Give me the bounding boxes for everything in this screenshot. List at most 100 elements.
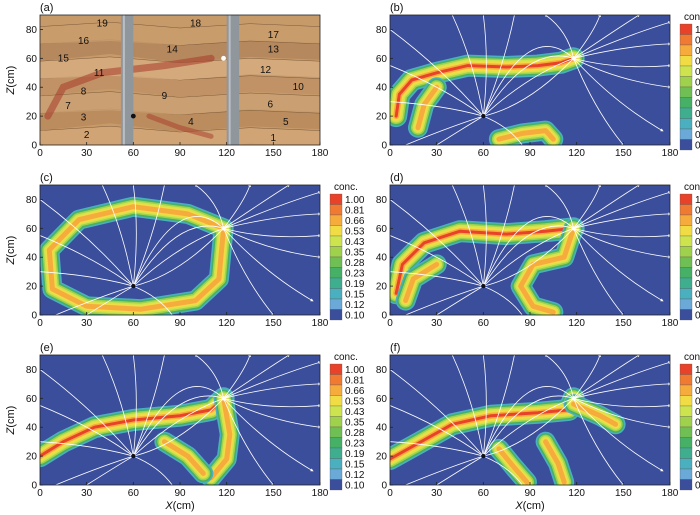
- y-tick-label: 40: [26, 423, 38, 434]
- colorbar-swatch: [329, 479, 343, 491]
- x-tick-label: 30: [431, 488, 443, 499]
- colorbar-swatch: [329, 416, 343, 428]
- colorbar-swatch: [679, 214, 693, 226]
- streamline: [405, 115, 485, 145]
- colorbar-swatch: [679, 479, 693, 491]
- x-tick-label: 150: [265, 148, 282, 159]
- y-axis-var: Z: [5, 426, 17, 435]
- y-tick-label: 80: [376, 195, 388, 206]
- panel-e-axes: 0 30 60 90 120 150 180020406080X(cm)Z(cm)(e)co…: [5, 342, 365, 512]
- streamline: [132, 227, 224, 288]
- colorbar-level-label: 0.10: [695, 141, 700, 152]
- colorbar-title: conc.: [334, 352, 358, 363]
- y-tick-label: 40: [376, 423, 388, 434]
- dye-streak: [44, 54, 215, 120]
- colorbar-level-label: 0.19: [345, 279, 365, 290]
- panel-f-map: [390, 355, 670, 485]
- panel-f-axes: 0 30 60 90 120 150 180 0 20 40 60 80 X(cm) (f) conc. 1.…: [376, 342, 700, 512]
- colorbar-swatch: [679, 193, 693, 205]
- panel-e-map: [40, 355, 320, 485]
- colorbar-swatch: [329, 288, 343, 300]
- streamline: [55, 455, 135, 485]
- layer-number: 11: [94, 68, 105, 79]
- streamline: [390, 101, 485, 118]
- x-tick-label: 120: [218, 488, 235, 499]
- streamline: [40, 235, 135, 288]
- streamline: [573, 185, 641, 229]
- x-tick-label: 0: [37, 488, 43, 499]
- colorbar-swatch: [679, 363, 693, 375]
- streamline: [573, 355, 641, 399]
- colorbar-swatch: [329, 225, 343, 237]
- frame-column-highlight: [228, 15, 231, 145]
- frame-column-highlight: [122, 15, 125, 145]
- colorbar-swatch: [679, 86, 693, 98]
- colorbar-level-label: 1.00: [695, 195, 700, 206]
- colorbar-swatch: [329, 267, 343, 279]
- colorbar-swatch: [329, 235, 343, 247]
- x-tick-label: 180: [662, 488, 679, 499]
- streamline: [573, 228, 625, 315]
- streamline: [544, 15, 574, 59]
- colorbar-swatch: [679, 256, 693, 268]
- streamline: [436, 455, 485, 485]
- y-tick-label: 20: [376, 452, 388, 463]
- x-tick-label: 90: [524, 148, 536, 159]
- colorbar-level-label: 0.15: [345, 290, 365, 301]
- x-tick-label: 60: [478, 318, 490, 329]
- colorbar-swatch: [679, 298, 693, 310]
- streamline: [482, 185, 515, 288]
- colorbar-swatch: [329, 256, 343, 268]
- colorbar-level-label: 0.28: [345, 428, 365, 439]
- x-tick-label: 180: [312, 488, 329, 499]
- x-tick-label: 150: [615, 318, 632, 329]
- colorbar-level-label: 0.28: [695, 88, 700, 99]
- colorbar-swatch: [329, 468, 343, 480]
- colorbar-swatch: [679, 55, 693, 67]
- y-tick-label: 0: [381, 141, 387, 152]
- layer-number: 17: [268, 30, 280, 41]
- x-tick-label: 120: [218, 318, 235, 329]
- y-tick-label: 80: [26, 365, 38, 376]
- colorbar-swatch: [329, 426, 343, 438]
- colorbar-level-label: 0.10: [345, 481, 365, 492]
- streamline: [481, 285, 523, 315]
- colorbar-swatch: [679, 374, 693, 386]
- panel-label: (e): [40, 342, 53, 354]
- streamline: [482, 386, 574, 458]
- colorbar-level-label: 0.66: [695, 46, 700, 57]
- streamline: [451, 15, 485, 118]
- x-tick-label: 120: [568, 488, 585, 499]
- streamline: [55, 285, 135, 315]
- colorbar-level-label: 0.35: [345, 248, 365, 259]
- y-tick-label: 20: [376, 112, 388, 123]
- colorbar-swatch: [679, 395, 693, 407]
- colorbar-level-label: 0.23: [345, 269, 365, 280]
- x-tick-label: 60: [128, 488, 140, 499]
- colorbar-level-label: 0.35: [695, 418, 700, 429]
- x-axis-var: X: [164, 500, 173, 512]
- x-axis-title: X(cm): [164, 500, 194, 512]
- streamline: [131, 228, 224, 288]
- y-tick-label: 20: [26, 452, 38, 463]
- colorbar-swatch: [329, 384, 343, 396]
- panel-d-axes: 0 30 60 90 120 150 180 0 20 40 60 80(d) conc. 1.000.8…: [376, 172, 700, 329]
- colorbar-level-label: 1.00: [695, 25, 700, 36]
- streamline: [223, 355, 291, 399]
- streamline: [481, 58, 574, 118]
- streamline: [436, 115, 485, 145]
- colorbar-swatch: [329, 437, 343, 449]
- x-tick-label: 30: [81, 318, 93, 329]
- x-tick-label: 90: [174, 148, 186, 159]
- streamline: [132, 395, 224, 458]
- streamline: [573, 15, 641, 59]
- streamline: [573, 212, 670, 229]
- colorbar-swatch: [679, 235, 693, 247]
- streamline: [573, 57, 670, 89]
- colorbar-swatch: [329, 458, 343, 470]
- streamline: [390, 235, 485, 288]
- streamline: [132, 386, 224, 458]
- streamline: [223, 212, 320, 229]
- colorbar-level-label: 0.23: [345, 439, 365, 450]
